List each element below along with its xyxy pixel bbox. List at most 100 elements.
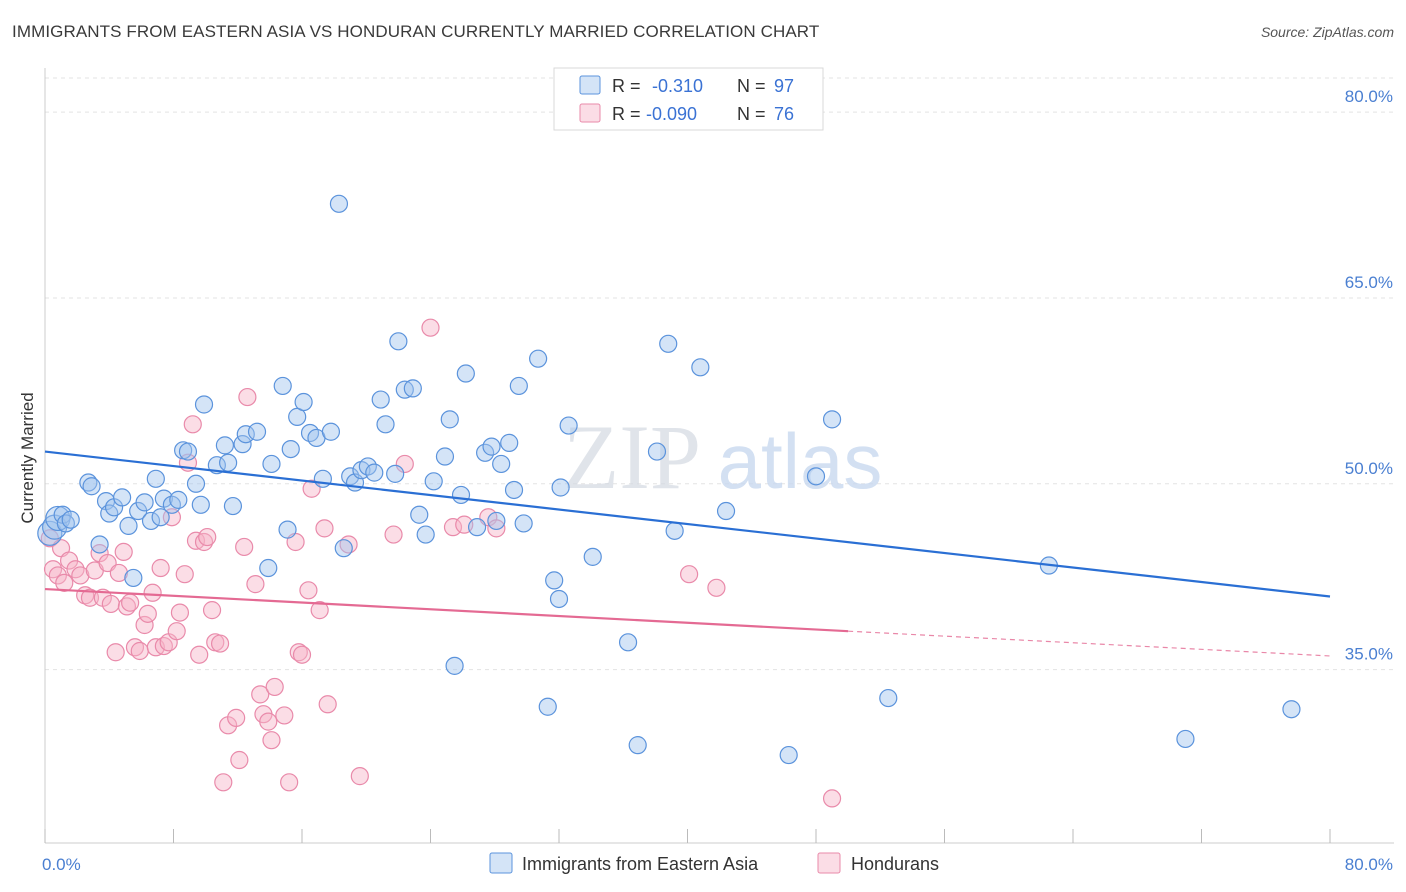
data-point-eastern-asia [440,410,459,429]
data-point-eastern-asia [1176,729,1195,749]
data-point-hondurans [214,773,233,792]
data-point-eastern-asia [647,442,667,461]
bottom-legend-label-2: Hondurans [851,854,939,874]
data-point-hondurans [707,578,726,597]
data-point-hondurans [80,588,100,607]
data-point-hondurans [202,601,222,620]
data-point-eastern-asia [233,435,252,454]
data-point-eastern-asia [376,415,395,434]
data-point-hondurans [292,645,312,664]
data-point-eastern-asia [665,521,684,540]
watermark: ZIP atlas [563,406,882,508]
x-tick-labels: 0.0% 80.0% [42,855,1393,874]
data-point-hondurans [170,603,190,622]
legend-n-label-1: N = [737,76,766,96]
x-tick-label: 80.0% [1345,855,1393,874]
legend-r-value-1: -0.310 [652,76,703,96]
series-hondurans [40,318,842,808]
data-point-hondurans [259,712,278,731]
data-point-eastern-asia [371,390,390,409]
series-eastern-asia [37,194,1301,765]
data-point-eastern-asia [386,464,405,483]
data-point-hondurans [194,532,214,552]
data-point-eastern-asia [456,364,475,383]
axes [44,68,1394,844]
data-point-eastern-asia [313,469,332,488]
data-point-hondurans [101,594,120,614]
data-point-hondurans [315,519,334,538]
data-point-eastern-asia [178,442,198,461]
y-axis-label: Currently Married [18,392,37,523]
data-point-hondurans [487,519,506,538]
data-point-eastern-asia [500,433,519,452]
watermark-zip: ZIP [563,406,701,508]
data-point-eastern-asia [424,472,443,491]
data-point-eastern-asia [82,477,101,496]
data-point-eastern-asia [186,474,206,493]
legend-swatch-blue [579,75,601,95]
data-point-eastern-asia [618,633,638,652]
data-point-eastern-asia [822,410,842,429]
data-point-eastern-asia [223,496,243,516]
data-point-hondurans [190,645,209,664]
data-point-eastern-asia [259,558,278,578]
data-point-hondurans [299,581,318,600]
data-point-eastern-asia [273,376,292,396]
data-point-hondurans [235,537,254,557]
data-point-eastern-asia [779,745,798,765]
data-point-eastern-asia [451,485,471,505]
trend-lines [44,450,1331,657]
data-point-eastern-asia [1282,700,1301,719]
legend-r-label-1: R = [612,76,641,96]
data-point-eastern-asia [691,358,710,377]
data-point-hondurans [262,731,281,750]
data-point-hondurans [822,789,842,808]
data-point-eastern-asia [151,508,170,527]
data-point-eastern-asia [215,436,234,455]
data-point-eastern-asia [112,488,132,507]
data-point-eastern-asia [583,547,602,566]
data-point-eastern-asia [321,422,341,441]
data-point-eastern-asia [529,349,548,368]
y-tick-label: 35.0% [1345,645,1393,664]
data-point-hondurans [43,560,63,579]
bottom-legend-label-1: Immigrants from Eastern Asia [522,854,759,874]
watermark-atlas: atlas [718,417,883,505]
data-point-eastern-asia [119,516,138,535]
data-point-hondurans [310,601,329,620]
data-point-eastern-asia [514,514,533,533]
data-point-eastern-asia [628,736,647,755]
data-point-eastern-asia [146,469,165,488]
data-point-eastern-asia [467,518,487,537]
trend-line-hondurans [44,587,849,633]
data-point-hondurans [198,527,217,547]
data-point-eastern-asia [551,478,570,497]
data-point-hondurans [135,615,154,635]
data-point-hondurans [143,583,162,602]
data-point-eastern-asia [492,454,511,474]
data-point-hondurans [275,706,294,725]
data-point-eastern-asia [487,511,506,531]
data-point-hondurans [384,525,403,544]
data-point-hondurans [167,622,186,641]
data-point-hondurans [183,415,202,434]
data-point-hondurans [106,643,125,662]
trend-line-hondurans-extension [848,630,1331,657]
data-point-hondurans [114,542,133,562]
data-point-eastern-asia [219,453,238,472]
data-point-eastern-asia [329,194,349,213]
trend-line-eastern-asia [44,450,1331,598]
data-point-hondurans [66,560,85,579]
data-point-eastern-asia [538,697,557,716]
y-tick-label: 80.0% [1345,87,1393,106]
y-tick-label: 65.0% [1345,273,1393,292]
data-point-eastern-asia [389,332,408,351]
bottom-swatch-pink [817,852,841,874]
data-point-eastern-asia [294,392,313,412]
data-point-hondurans [421,318,440,337]
legend-r-label-2: R = [612,104,641,124]
data-point-hondurans [238,387,257,407]
data-point-eastern-asia [169,490,188,509]
data-point-eastern-asia [416,525,435,544]
